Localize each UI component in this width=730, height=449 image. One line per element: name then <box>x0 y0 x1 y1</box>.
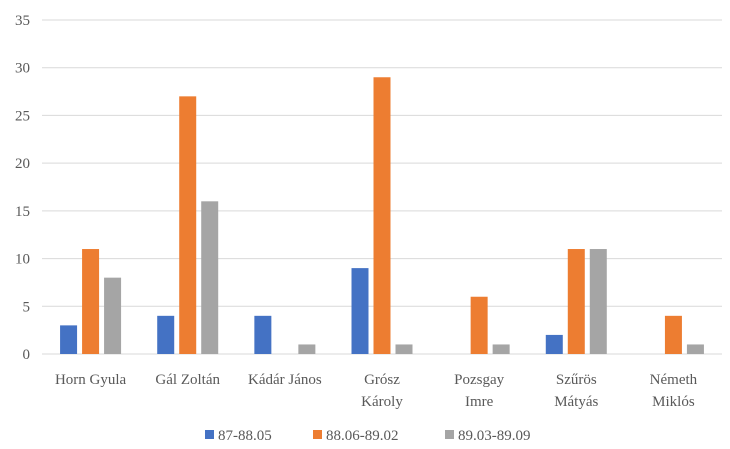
y-tick-label: 35 <box>15 13 30 29</box>
bar <box>179 96 197 354</box>
category-label: Horn Gyula <box>55 372 127 388</box>
y-tick-label: 0 <box>23 347 31 363</box>
bar <box>589 249 607 354</box>
bar <box>254 315 272 354</box>
x-axis-category-labels: Horn Gyula Gál Zoltán Kádár János Grósz Káro… <box>55 372 698 410</box>
bar <box>373 77 391 354</box>
category-label: Grósz Károly <box>361 372 403 410</box>
legend-swatch <box>313 430 322 439</box>
y-tick-label: 15 <box>15 204 30 220</box>
y-tick-label: 30 <box>15 61 30 77</box>
y-axis-tick-labels: 0 5 10 15 20 25 30 35 <box>15 13 30 363</box>
y-tick-label: 25 <box>15 108 30 124</box>
bar <box>157 315 175 354</box>
bar <box>60 325 78 354</box>
bar <box>395 344 413 354</box>
bar <box>201 201 219 354</box>
legend-swatch <box>445 430 454 439</box>
bar <box>298 344 316 354</box>
bar <box>567 249 585 354</box>
bars <box>60 77 704 354</box>
bar <box>82 249 100 354</box>
bar <box>492 344 510 354</box>
bar <box>104 277 122 354</box>
category-label: Szűrös Mátyás <box>554 372 598 410</box>
y-tick-label: 20 <box>15 156 30 172</box>
category-label: Gál Zoltán <box>155 372 220 388</box>
legend-label: 89.03-89.09 <box>458 428 531 444</box>
category-label: Kádár János <box>248 372 322 388</box>
category-label: Pozsgay Imre <box>454 372 504 410</box>
y-tick-label: 10 <box>15 252 30 268</box>
legend-label: 88.06-89.02 <box>326 428 399 444</box>
legend: 87-88.05 88.06-89.02 89.03-89.09 <box>205 428 531 444</box>
bar <box>351 268 369 354</box>
legend-label: 87-88.05 <box>218 428 272 444</box>
y-tick-label: 5 <box>23 299 31 315</box>
bar <box>686 344 704 354</box>
bar <box>470 296 488 354</box>
bar <box>545 334 563 354</box>
bar <box>664 315 682 354</box>
category-label: Németh Miklós <box>650 372 698 410</box>
legend-swatch <box>205 430 214 439</box>
